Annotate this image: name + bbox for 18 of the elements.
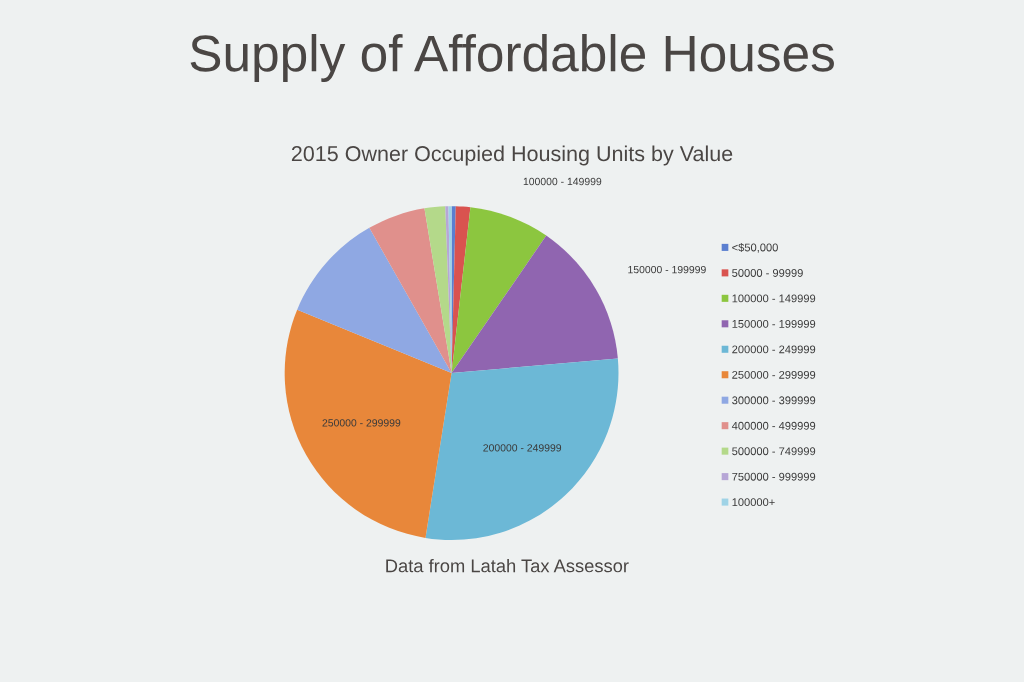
text: Data from Latah Tax Assessor bbox=[386, 558, 629, 573]
legend-label: 300000 - 399999 bbox=[732, 396, 816, 405]
legend-label: 750000 - 999999 bbox=[732, 472, 816, 481]
text: 150000 - 199999 bbox=[628, 265, 706, 274]
chart-subtitle: 2015 Owner Occupied Housing Units by Value bbox=[291, 145, 733, 166]
text: 200000 - 249999 bbox=[483, 444, 562, 452]
legend-label: 100000 - 149999 bbox=[732, 294, 816, 303]
legend-label: 150000 - 199999 bbox=[732, 319, 816, 328]
legend-label: 100000+ bbox=[732, 498, 775, 507]
legend-label: <$50,000 bbox=[732, 243, 778, 253]
legend-label: 250000 - 299999 bbox=[732, 370, 816, 379]
text: 100000 - 149999 bbox=[523, 177, 602, 186]
text: 250000 - 299999 bbox=[322, 419, 401, 427]
legend-label: 200000 - 249999 bbox=[732, 345, 816, 354]
legend-label: 50000 - 99999 bbox=[732, 269, 803, 277]
legend-label: 500000 - 749999 bbox=[732, 447, 816, 456]
legend-label: 400000 - 499999 bbox=[731, 421, 816, 430]
chart-title: Supply of Affordable Houses bbox=[190, 34, 834, 82]
